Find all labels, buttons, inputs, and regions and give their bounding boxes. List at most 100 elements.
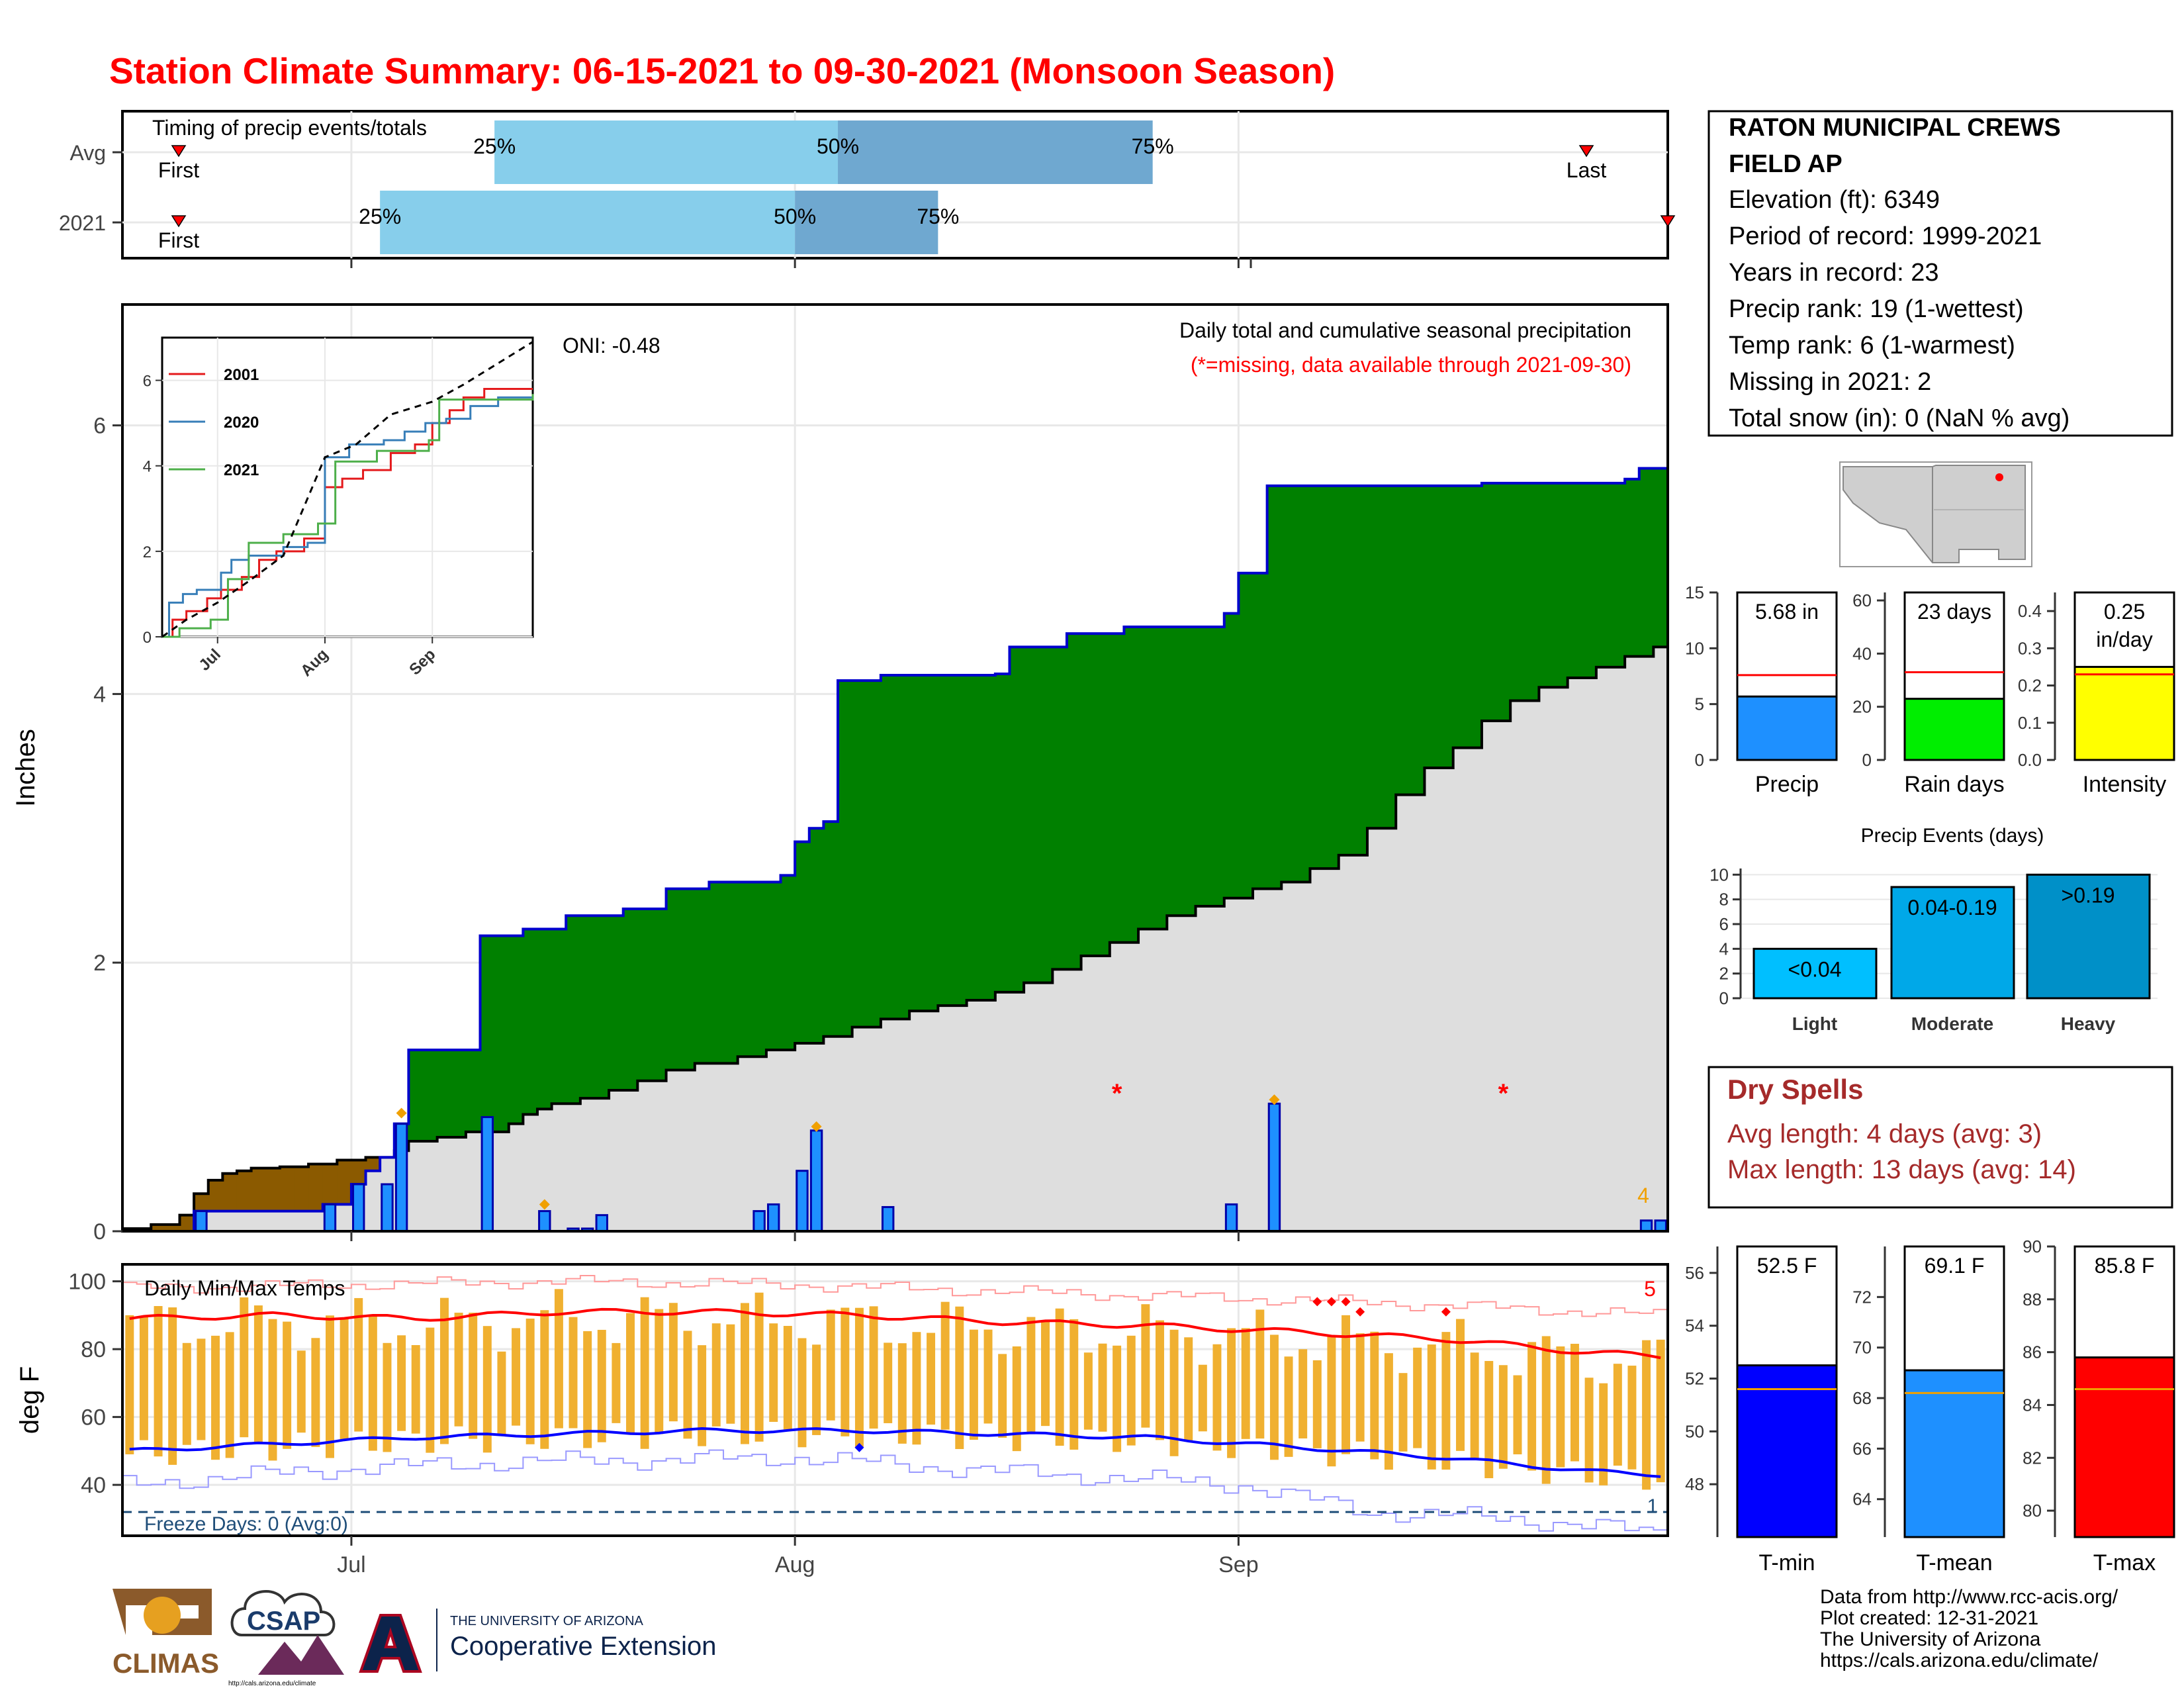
timing-pct-75: 75% (917, 205, 959, 228)
temp-daily-bar (540, 1310, 549, 1449)
precip-above-avg-area (1324, 485, 1340, 869)
timing-row-label: 2021 (59, 211, 106, 235)
summary-ytick-label: 0 (1862, 750, 1872, 770)
precip-above-avg-area (1610, 483, 1625, 667)
station-snow: Total snow (in): 0 (NaN % avg) (1729, 404, 2070, 432)
precip-above-avg-area (1567, 483, 1582, 679)
summary-ytick-label: 0.2 (2018, 676, 2042, 696)
precip-above-avg-area (1052, 647, 1068, 970)
summary-bar (1903, 1369, 2005, 1538)
temp-daily-bar (769, 1323, 778, 1422)
map-states (1843, 465, 2026, 563)
precip-above-avg-area (809, 828, 824, 1043)
dry-spells-title: Dry Spells (1727, 1074, 1863, 1105)
timing-first-marker (171, 215, 187, 228)
precip-above-avg-area (1381, 485, 1396, 829)
summary-ytick-label: 0.1 (2018, 713, 2042, 733)
temp-daily-bar (812, 1344, 821, 1435)
timing-panel: Avg 2021 25% 50% 75% First Last 25% 50% 75% First… (59, 110, 1676, 268)
temp-daily-bar (1584, 1378, 1594, 1483)
temp-record-marker (1355, 1307, 1365, 1317)
temp-ytick-label: 60 (81, 1405, 106, 1430)
station-location-marker (1995, 473, 2003, 481)
inset-legend-label: 2001 (224, 366, 259, 384)
precip-ytick-label: 6 (93, 414, 106, 439)
temp-axes: 40 60 80 100 Jul Aug Sep (68, 1270, 1258, 1577)
temp-daily-bar (211, 1335, 220, 1460)
precip-above-avg-area (1124, 626, 1139, 943)
precip-below-avg-area (136, 1228, 152, 1231)
temp-daily-bar (626, 1313, 635, 1433)
precip-daily-bars: * * (195, 1079, 1667, 1233)
temp-daily-bar (1398, 1373, 1408, 1452)
temp-daily-bar (1441, 1332, 1451, 1470)
temp-frame (121, 1263, 1669, 1537)
temp-daily-bar (940, 1301, 950, 1430)
inset-avg-line (161, 341, 533, 638)
precip-below-avg-area (294, 1166, 309, 1211)
precip-above-avg-area (1224, 613, 1239, 898)
temp-record-marker (1326, 1297, 1336, 1307)
precip-above-avg-area (1024, 647, 1039, 983)
temp-daily-bar (741, 1303, 749, 1444)
precip-above-avg-area (737, 882, 752, 1057)
station-name-line1: RATON MUNICIPAL CREWS (1729, 114, 2061, 142)
temp-daily-bar (397, 1335, 406, 1431)
temp-daily-bar (525, 1318, 535, 1444)
temp-daily-bar (197, 1338, 206, 1440)
summary-ytick-label: 82 (2023, 1448, 2042, 1468)
temp-daily-bar (1184, 1337, 1193, 1442)
temp-daily-bar (597, 1329, 606, 1442)
precip-above-avg-area (1210, 626, 1225, 906)
footer-line-2: Plot created: 12-31-2021 (1820, 1607, 2038, 1629)
summary-ytick-label: 70 (1852, 1338, 1872, 1358)
precip-above-avg-area (795, 841, 810, 1043)
events-ytick-label: 6 (1719, 914, 1729, 934)
timing-marks: 25% 50% 75% First Last 25% 50% 75% First Last (158, 120, 1676, 268)
ua-small-text: THE UNIVERSITY OF ARIZONA (450, 1614, 644, 1628)
temp-daily-bar (569, 1317, 578, 1429)
events-bar-label: <0.04 (1788, 957, 1842, 981)
summary-ytick-label: 72 (1852, 1287, 1872, 1307)
precip-above-avg-area (1267, 485, 1282, 889)
precip-above-avg-area (609, 915, 624, 1090)
precip-above-avg-area (480, 935, 495, 1132)
precip-above-avg-area (952, 675, 968, 1006)
temp-daily-bar (955, 1306, 964, 1450)
precip-daily-bar (352, 1183, 365, 1233)
precip-daily-bar (881, 1205, 895, 1233)
precip-events-bars: 0 2 4 6 8 10 <0.04 Light 0.04-0.19 Moderate >0.19 H… (1709, 865, 2158, 1034)
temp-daily-bar (1370, 1331, 1379, 1460)
precip-above-avg-area (551, 929, 567, 1104)
timing-bar-q25-q50 (380, 191, 796, 254)
summary-ytick-label: 56 (1685, 1263, 1704, 1283)
precip-daily-bar (796, 1170, 809, 1233)
precip-below-avg-area (151, 1224, 166, 1231)
temp-daily-bar (1541, 1336, 1551, 1484)
precip-daily-bar (323, 1203, 337, 1233)
precip-above-avg-area (423, 1050, 438, 1142)
temp-daily-bar (1169, 1329, 1179, 1456)
summary-ytick-label: 52 (1685, 1369, 1704, 1389)
summary-bar-name: Intensity (2083, 772, 2167, 797)
events-bar-label: 0.04-0.19 (1907, 896, 1997, 919)
events-ytick-label: 0 (1719, 988, 1729, 1008)
precip-axes: 0 2 4 6 (93, 414, 1240, 1244)
temp-daily-bar (340, 1317, 349, 1440)
station-elevation: Elevation (ft): 6349 (1729, 186, 1940, 214)
precip-above-avg-area (1653, 468, 1668, 647)
events-ytick-label: 4 (1719, 939, 1729, 959)
temp-record-marker (1441, 1307, 1451, 1317)
precip-below-avg-area (222, 1173, 238, 1211)
inset-series-line (162, 394, 534, 638)
inset-ytick-label: 6 (143, 373, 152, 391)
timing-bar-q50-q75 (795, 191, 938, 254)
missing-day-marker: * (1498, 1079, 1509, 1108)
precip-above-avg-area (923, 675, 938, 1011)
station-period: Period of record: 1999-2021 (1729, 222, 2042, 250)
precip-ytick-label: 4 (93, 682, 106, 707)
temp-daily-bar (612, 1342, 621, 1423)
precip-above-avg-area (1439, 485, 1454, 768)
timing-label: Timing of precip events/totals (152, 116, 427, 140)
